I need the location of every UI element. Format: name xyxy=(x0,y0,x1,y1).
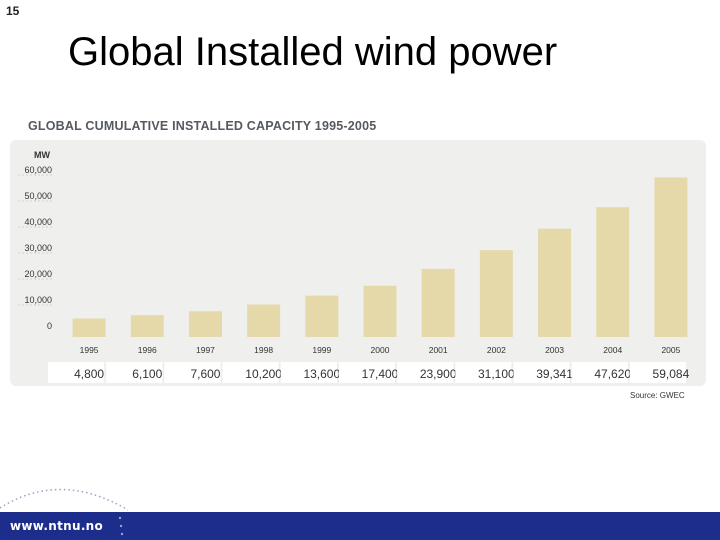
x-tick-label: 2002 xyxy=(487,345,506,355)
data-label: 59,084 xyxy=(653,367,690,381)
x-tick-label: 2005 xyxy=(661,345,680,355)
value-box xyxy=(106,362,163,383)
data-label: 6,100 xyxy=(132,367,162,381)
value-box xyxy=(513,362,570,383)
data-label: 7,600 xyxy=(190,367,220,381)
value-box xyxy=(571,362,628,383)
value-box xyxy=(48,362,105,383)
value-box xyxy=(164,362,221,383)
footer-bar: www.ntnu.no xyxy=(0,512,720,540)
decorative-dotted-arc xyxy=(0,488,129,511)
y-tick-label: 0 xyxy=(47,321,52,331)
x-tick-label: 2000 xyxy=(371,345,390,355)
bar xyxy=(538,228,572,337)
bar xyxy=(188,311,222,337)
footer-dots xyxy=(118,516,124,536)
y-axis-label: MW xyxy=(34,150,50,160)
data-label: 10,200 xyxy=(245,367,282,381)
chart-source: Source: GWEC xyxy=(630,391,685,400)
y-tick-label: 50,000 xyxy=(24,191,52,201)
bar-chart: MW 0 10,000 20,000 30,000 40,000 50,000 60,000 1… xyxy=(18,150,690,383)
x-tick-label: 1998 xyxy=(254,345,273,355)
bar xyxy=(72,318,106,337)
bar xyxy=(363,285,397,337)
chart-title: GLOBAL CUMULATIVE INSTALLED CAPACITY 199… xyxy=(28,119,377,133)
bar xyxy=(305,295,339,337)
data-label: 23,900 xyxy=(420,367,457,381)
bar xyxy=(247,304,281,337)
bar xyxy=(596,207,630,337)
x-tick-label: 1997 xyxy=(196,345,215,355)
y-tick-label: 20,000 xyxy=(24,269,52,279)
x-tick-label: 1996 xyxy=(138,345,157,355)
chart-panel xyxy=(10,140,706,386)
value-box xyxy=(397,362,454,383)
value-box xyxy=(455,362,512,383)
value-box xyxy=(629,362,686,383)
bar xyxy=(654,177,688,337)
data-label: 39,341 xyxy=(536,367,573,381)
y-tick-label: 60,000 xyxy=(24,165,52,175)
value-box xyxy=(338,362,396,383)
slide-title: Global Installed wind power xyxy=(68,30,558,74)
data-label: 31,100 xyxy=(478,367,515,381)
x-tick-label: 1995 xyxy=(80,345,99,355)
data-label: 13,600 xyxy=(303,367,340,381)
footer-url: www.ntnu.no xyxy=(10,519,104,533)
bar xyxy=(130,315,164,337)
slide-number: 15 xyxy=(6,4,20,18)
value-box xyxy=(222,362,279,383)
y-tick-label: 10,000 xyxy=(24,295,52,305)
x-tick-label: 2004 xyxy=(603,345,622,355)
x-tick-label: 2001 xyxy=(429,345,448,355)
value-box xyxy=(280,362,337,383)
y-tick-label: 30,000 xyxy=(24,243,52,253)
x-tick-label: 2003 xyxy=(545,345,564,355)
data-label: 17,400 xyxy=(362,367,399,381)
x-tick-label: 1999 xyxy=(312,345,331,355)
data-label: 4,800 xyxy=(74,367,104,381)
bar xyxy=(479,250,513,337)
bar xyxy=(421,268,455,337)
data-label: 47,620 xyxy=(594,367,631,381)
y-tick-label: 40,000 xyxy=(24,217,52,227)
